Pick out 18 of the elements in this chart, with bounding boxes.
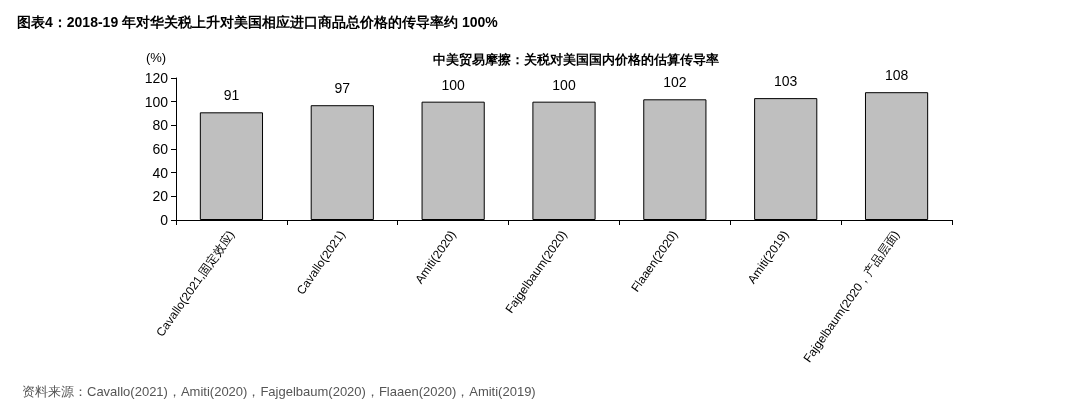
chart-subtitle: 中美贸易摩擦：关税对美国国内价格的估算传导率 (433, 52, 719, 67)
y-tick-label: 20 (152, 188, 169, 205)
y-tick-label: 80 (152, 117, 169, 134)
y-tick-label: 100 (144, 93, 169, 110)
data-label: 102 (663, 74, 687, 91)
y-tick-label: 60 (152, 141, 169, 157)
chart-title: 图表4：2018-19 年对华关税上升对美国相应进口商品总价格的传导率约 100% (17, 14, 499, 30)
data-label: 100 (552, 76, 576, 93)
data-label: 97 (334, 80, 351, 97)
data-label: 91 (223, 87, 240, 104)
data-label: 103 (774, 73, 798, 90)
text: 资料来源：Cavallo(2021)，Amiti(2020)，Fajgelbaum(2020)，Flaaen(2020)，Amiti(2019) (22, 384, 536, 399)
y-tick-label: 120 (144, 70, 169, 86)
data-label: 100 (441, 76, 466, 93)
data-label: 108 (884, 67, 909, 84)
y-tick-label: 0 (160, 212, 169, 228)
y-axis-title: (%) (145, 50, 167, 65)
y-tick-label: 40 (152, 164, 169, 181)
